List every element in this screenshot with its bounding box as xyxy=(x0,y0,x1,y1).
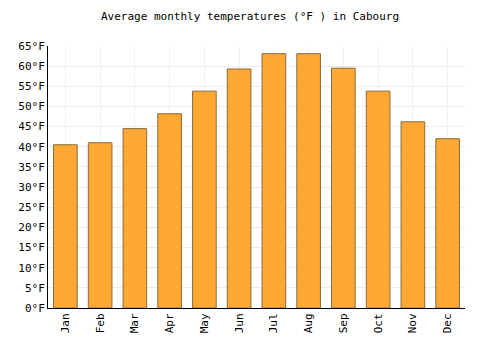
svg-text:Jan: Jan xyxy=(59,313,72,333)
svg-text:Average monthly temperatures (: Average monthly temperatures (°F ) in Ca… xyxy=(101,10,399,23)
svg-text:10°F: 10°F xyxy=(18,262,45,275)
svg-text:60°F: 60°F xyxy=(18,60,45,73)
svg-text:Mar: Mar xyxy=(128,313,141,333)
svg-text:40°F: 40°F xyxy=(18,141,45,154)
svg-text:5°F: 5°F xyxy=(25,282,45,295)
svg-text:30°F: 30°F xyxy=(18,181,45,194)
svg-text:Jun: Jun xyxy=(233,313,246,333)
svg-text:Apr: Apr xyxy=(163,313,176,333)
svg-text:Nov: Nov xyxy=(406,313,419,333)
svg-text:Sep: Sep xyxy=(337,313,350,333)
svg-text:Feb: Feb xyxy=(94,313,107,333)
svg-text:45°F: 45°F xyxy=(18,120,45,133)
svg-text:Oct: Oct xyxy=(372,313,385,333)
svg-text:55°F: 55°F xyxy=(18,80,45,93)
svg-text:Jul: Jul xyxy=(267,313,280,333)
svg-text:25°F: 25°F xyxy=(18,201,45,214)
svg-text:15°F: 15°F xyxy=(18,241,45,254)
svg-text:Aug: Aug xyxy=(302,313,315,333)
svg-text:50°F: 50°F xyxy=(18,100,45,113)
svg-text:Dec: Dec xyxy=(441,313,454,333)
svg-text:35°F: 35°F xyxy=(18,161,45,174)
svg-text:65°F: 65°F xyxy=(18,40,45,53)
svg-text:20°F: 20°F xyxy=(18,221,45,234)
svg-text:0°F: 0°F xyxy=(25,302,45,315)
svg-text:May: May xyxy=(198,313,211,333)
